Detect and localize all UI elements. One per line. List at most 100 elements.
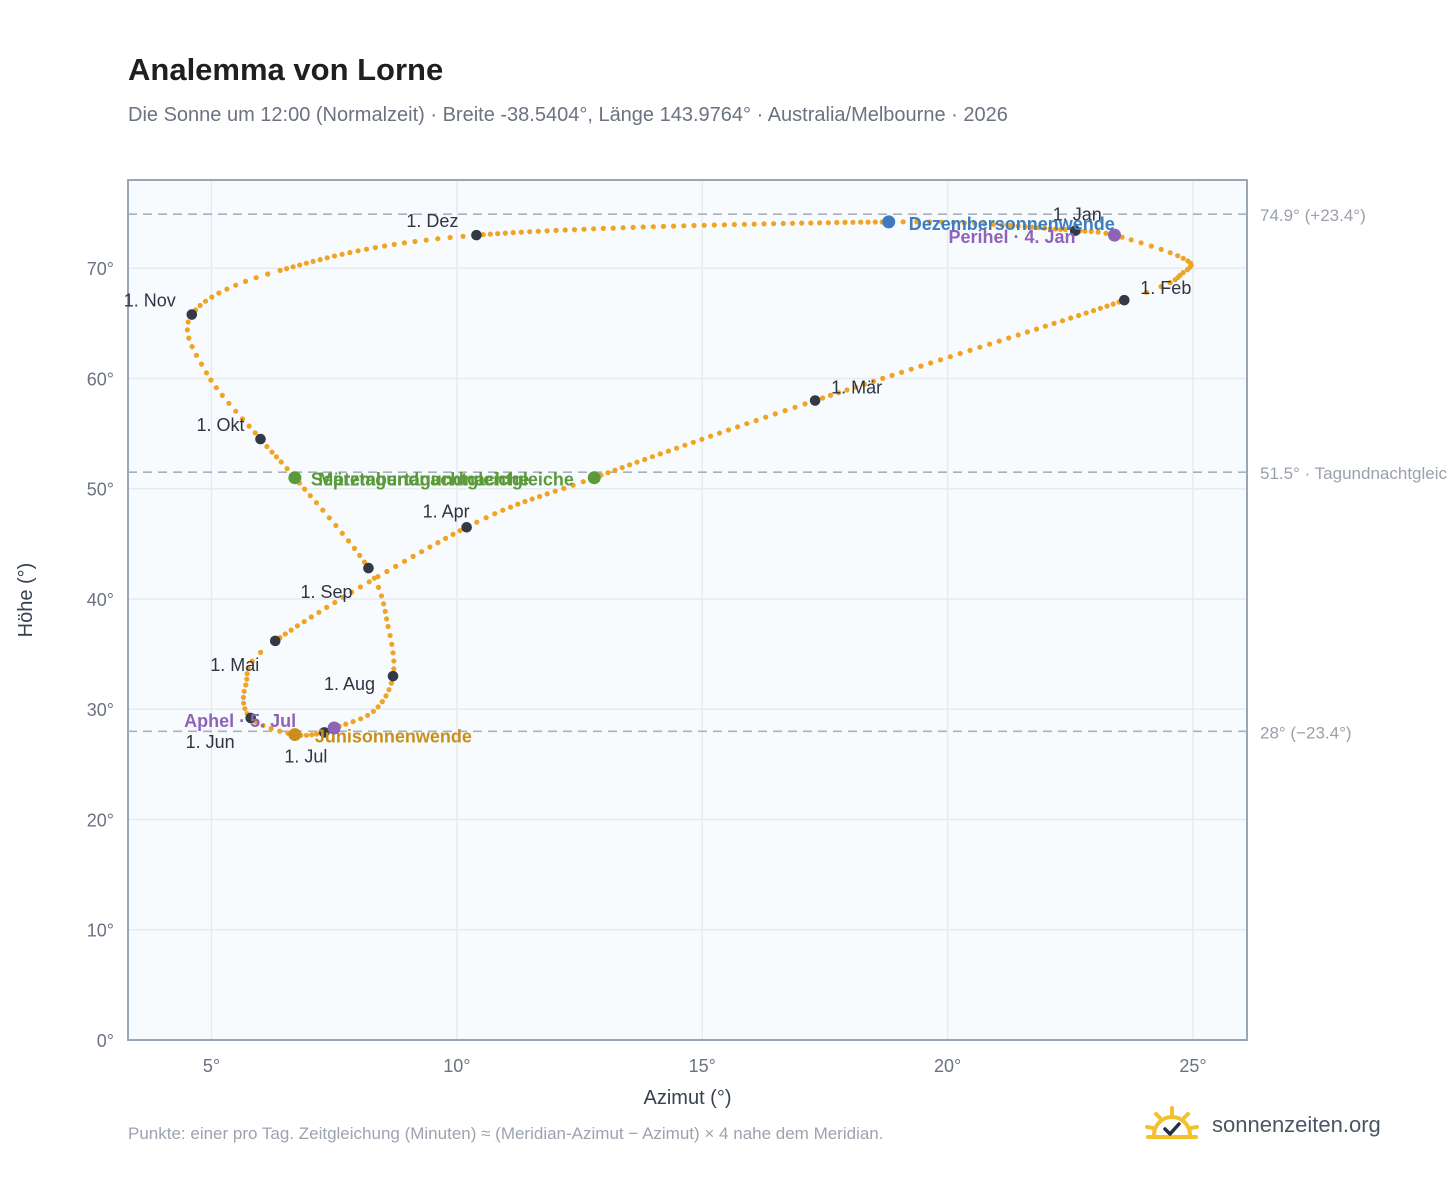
day-dot bbox=[937, 357, 944, 363]
day-dot bbox=[401, 558, 408, 564]
day-dot bbox=[401, 240, 407, 246]
day-dot bbox=[1148, 243, 1154, 249]
day-dot bbox=[1143, 289, 1149, 295]
day-dot bbox=[571, 227, 578, 233]
plot-area bbox=[128, 180, 1247, 1040]
day-dot bbox=[1095, 229, 1101, 235]
x-tick-label: 25° bbox=[1179, 1056, 1206, 1076]
day-dot bbox=[1097, 305, 1103, 311]
day-dot bbox=[716, 430, 723, 436]
day-dot bbox=[674, 445, 680, 451]
day-dot bbox=[1042, 323, 1048, 329]
month-label: 1. Sep bbox=[300, 582, 352, 602]
day-dot bbox=[967, 347, 973, 353]
x-axis-title: Azimut (°) bbox=[644, 1087, 732, 1109]
day-dot bbox=[310, 258, 316, 264]
day-dot bbox=[1104, 303, 1110, 309]
day-dot bbox=[273, 454, 280, 460]
brand-logo[interactable]: sonnenzeiten.org bbox=[1144, 1100, 1381, 1150]
day-dot bbox=[699, 436, 705, 442]
event-label: Dezembersonnenwende bbox=[909, 214, 1115, 234]
day-dot bbox=[817, 220, 823, 226]
day-dot bbox=[1022, 224, 1028, 230]
day-dot bbox=[1103, 230, 1109, 236]
day-dot bbox=[808, 220, 814, 226]
day-dot bbox=[850, 219, 856, 225]
month-label: 1. Jan bbox=[1053, 205, 1102, 225]
day-dot bbox=[665, 448, 672, 454]
day-dot bbox=[278, 459, 284, 465]
reference-line-label: 51.5° · Tagundnachtgleiche bbox=[1260, 464, 1448, 483]
day-dot bbox=[357, 584, 363, 590]
day-dot bbox=[1083, 310, 1089, 316]
event-marker bbox=[327, 721, 341, 735]
event-marker bbox=[882, 215, 896, 229]
day-dot bbox=[241, 688, 247, 694]
day-dot bbox=[224, 286, 230, 292]
day-dot bbox=[284, 466, 290, 472]
month-marker bbox=[255, 433, 266, 445]
plot-frame bbox=[127, 179, 1248, 1041]
day-dot bbox=[242, 278, 249, 284]
day-dot bbox=[390, 650, 396, 656]
sun-check-icon bbox=[1145, 1106, 1199, 1139]
day-dot bbox=[189, 344, 195, 350]
event-marker bbox=[1107, 228, 1121, 242]
day-dot bbox=[313, 500, 319, 506]
day-dot bbox=[244, 676, 250, 682]
day-dot bbox=[642, 456, 648, 463]
day-dot bbox=[987, 341, 993, 347]
day-dot bbox=[630, 224, 636, 230]
day-dot bbox=[853, 384, 859, 390]
day-dot bbox=[580, 479, 586, 485]
day-dot bbox=[552, 488, 558, 494]
day-dot bbox=[282, 631, 288, 637]
day-dot bbox=[1035, 225, 1042, 231]
day-dot bbox=[363, 246, 370, 252]
month-marker bbox=[1119, 294, 1130, 306]
event-label: Märztagundnachtgleiche bbox=[318, 470, 529, 490]
day-dot bbox=[872, 219, 878, 225]
x-tick-label: 5° bbox=[203, 1056, 220, 1076]
day-dot bbox=[252, 430, 258, 436]
day-dot bbox=[219, 392, 225, 398]
day-dot bbox=[561, 485, 567, 491]
day-dot bbox=[483, 515, 489, 521]
day-dot bbox=[412, 238, 418, 245]
day-dot bbox=[627, 462, 633, 468]
day-dot bbox=[378, 593, 385, 599]
month-label: 1. Aug bbox=[324, 674, 375, 694]
day-dot bbox=[537, 493, 543, 500]
day-dot bbox=[1090, 308, 1097, 314]
month-marker bbox=[186, 309, 198, 320]
day-dot bbox=[908, 366, 914, 372]
day-dot bbox=[365, 712, 371, 719]
day-dot bbox=[393, 563, 399, 570]
day-dot bbox=[203, 370, 210, 376]
day-dot bbox=[1138, 240, 1144, 246]
day-dot bbox=[492, 511, 498, 517]
day-dot bbox=[996, 338, 1002, 344]
day-dot bbox=[753, 417, 759, 424]
event-label: Aphel · 5. Jul bbox=[184, 711, 296, 731]
month-label: 1. Apr bbox=[423, 501, 470, 521]
day-dot bbox=[1041, 225, 1048, 231]
day-dot bbox=[317, 257, 323, 263]
day-dot bbox=[343, 721, 349, 727]
x-tick-label: 20° bbox=[934, 1056, 961, 1076]
day-dot bbox=[1180, 255, 1186, 261]
day-dot bbox=[326, 515, 332, 521]
day-dot bbox=[450, 531, 456, 538]
day-dot bbox=[947, 354, 953, 360]
event-marker bbox=[288, 728, 302, 742]
month-marker bbox=[1069, 225, 1081, 237]
day-dot bbox=[735, 424, 741, 430]
day-dot bbox=[388, 680, 394, 686]
day-dot bbox=[1024, 329, 1030, 335]
day-dot bbox=[682, 442, 688, 448]
day-dot bbox=[619, 465, 625, 471]
day-dot bbox=[316, 609, 322, 615]
event-marker bbox=[587, 471, 601, 485]
day-dot bbox=[671, 223, 677, 229]
day-dot bbox=[1015, 223, 1021, 229]
